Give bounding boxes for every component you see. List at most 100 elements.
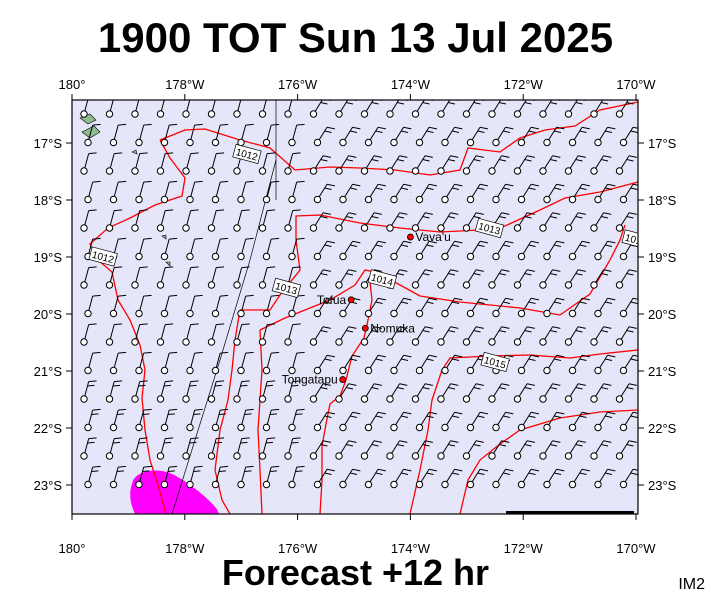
- wind-barb: [262, 294, 280, 318]
- wind-barb: [105, 437, 123, 460]
- lon-label-bottom: 176°W: [278, 541, 318, 556]
- wind-barb: [590, 326, 612, 346]
- wind-barb: [186, 180, 203, 204]
- wind-barb: [594, 126, 616, 147]
- place-dot: [406, 233, 414, 241]
- copyright-text: Copyright metvuw.com: [510, 513, 621, 525]
- wind-barb: [207, 209, 225, 232]
- wind-barb: [615, 383, 637, 403]
- wind-barb: [411, 326, 433, 346]
- wind-barb: [411, 383, 433, 403]
- wind-barb: [160, 465, 178, 489]
- place-dot: [339, 376, 347, 383]
- wind-barb: [131, 266, 148, 289]
- wind-barb: [488, 440, 510, 460]
- isobar-label: 1012: [88, 246, 118, 267]
- wind-barb: [288, 180, 305, 204]
- wind-barb: [619, 468, 638, 489]
- wind-barb: [182, 152, 199, 175]
- wind-barb: [513, 383, 535, 403]
- wind-barb: [390, 183, 412, 204]
- wind-barb: [109, 351, 127, 375]
- lat-label-left: 21°S: [34, 364, 63, 379]
- wind-barb: [615, 155, 637, 175]
- lat-label-right: 18°S: [648, 193, 677, 208]
- wind-barb: [517, 183, 539, 204]
- wind-barb: [590, 269, 612, 289]
- wind-barb: [619, 297, 638, 318]
- wind-barb: [258, 100, 267, 118]
- wind-barb: [411, 440, 433, 460]
- lon-label-bottom: 172°W: [504, 541, 544, 556]
- wind-barb: [313, 183, 335, 204]
- isobar-1015: [409, 349, 638, 514]
- wind-barb: [258, 380, 276, 403]
- wind-barb: [411, 155, 433, 175]
- island-lau-c: [165, 261, 171, 267]
- wind-barb: [513, 326, 535, 346]
- wind-barb: [411, 100, 433, 118]
- wind-barb: [335, 383, 357, 403]
- wind-barb: [105, 100, 114, 118]
- wind-barb: [84, 465, 101, 489]
- wind-barb: [339, 468, 361, 489]
- isobar-1015-south: [459, 409, 638, 514]
- wind-barb: [84, 123, 101, 147]
- lat-label-left: 17°S: [34, 136, 63, 151]
- wind-barb: [539, 440, 561, 460]
- wind-barb: [568, 468, 590, 489]
- wind-barb: [441, 411, 463, 432]
- wind-barb: [237, 294, 254, 318]
- lon-label-bottom: 170°W: [616, 541, 656, 556]
- wind-barb: [360, 155, 382, 175]
- lat-label-right: 23°S: [648, 478, 677, 493]
- wind-barb: [84, 180, 101, 204]
- wind-barb: [564, 326, 586, 346]
- wind-barb: [390, 354, 412, 375]
- wind-barb: [619, 411, 638, 432]
- rain-area: [130, 470, 219, 514]
- wind-barb: [615, 100, 637, 118]
- wind-barb: [80, 209, 97, 232]
- wind-barb: [335, 440, 357, 460]
- lat-label-left: 22°S: [34, 421, 63, 436]
- lat-label-left: 19°S: [34, 250, 63, 265]
- wind-barb: [390, 468, 412, 489]
- wind-barb: [335, 100, 357, 118]
- wind-barb: [109, 408, 127, 432]
- island-lau-a: [131, 149, 138, 155]
- wind-barb: [390, 126, 412, 147]
- image-id-label: IM2: [678, 576, 705, 593]
- wind-barb: [437, 326, 459, 346]
- wind-barb: [386, 100, 408, 118]
- wind-barb: [80, 152, 97, 175]
- wind-barb: [262, 351, 280, 375]
- wind-barb: [309, 269, 331, 289]
- wind-barb: [233, 100, 242, 118]
- wind-barb: [517, 126, 539, 147]
- wind-barb: [211, 408, 229, 432]
- wind-barb: [594, 468, 616, 489]
- lat-label-left: 20°S: [34, 307, 63, 322]
- wind-barb: [186, 237, 203, 261]
- wind-barb: [517, 468, 539, 489]
- wind-barb: [466, 468, 488, 489]
- wind-barb: [211, 237, 229, 261]
- wind-barb: [466, 411, 488, 432]
- wind-barb: [466, 126, 488, 147]
- wind-barb: [105, 209, 123, 232]
- wind-barb: [386, 326, 408, 346]
- wind-barb: [564, 269, 586, 289]
- wind-barb: [131, 209, 148, 232]
- reference-lines: [72, 100, 638, 514]
- wind-barb: [415, 240, 437, 261]
- wind-barb: [517, 297, 539, 318]
- lat-label-left: 23°S: [34, 478, 63, 493]
- lat-label-right: 19°S: [648, 250, 677, 265]
- wind-barb: [415, 183, 437, 204]
- wind-barb: [564, 212, 586, 232]
- wind-barb: [182, 380, 199, 403]
- wind-barb: [131, 380, 148, 403]
- wind-barb: [513, 440, 535, 460]
- wind-barb: [284, 323, 301, 346]
